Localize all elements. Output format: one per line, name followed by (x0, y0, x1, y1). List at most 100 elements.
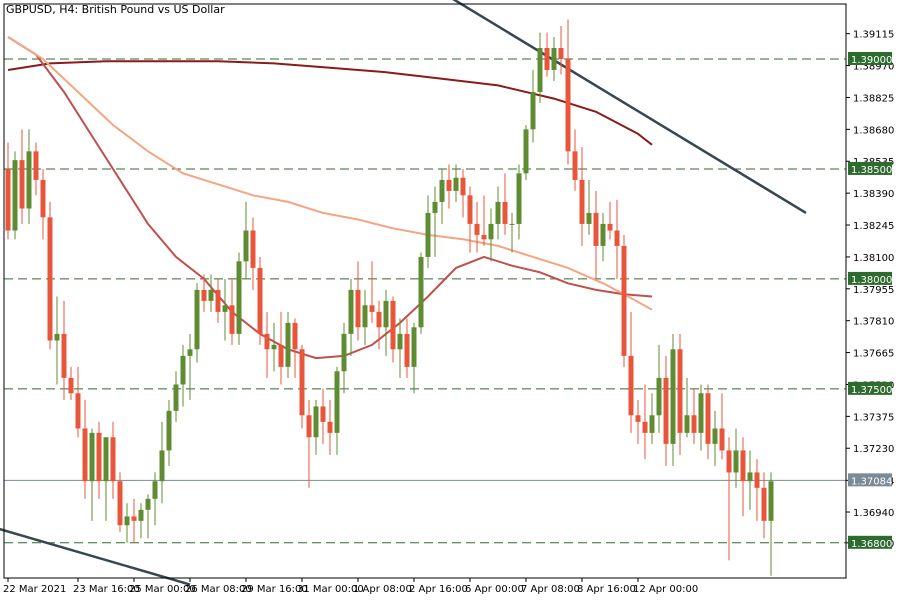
y-tick-label: 1.37810 (853, 317, 894, 328)
y-tick-label: 1.39115 (853, 30, 894, 41)
level-price-label: 1.38000 (851, 275, 892, 286)
candle-body (355, 289, 361, 328)
candle-body (159, 450, 165, 482)
moving-average-line (7, 36, 653, 360)
candle-body (481, 234, 487, 240)
candle-body (607, 223, 613, 231)
current-price-label: 1.37084 (851, 476, 892, 487)
candle-body (47, 217, 53, 341)
candle-body (215, 289, 221, 312)
candle-body (733, 450, 739, 473)
x-tick-label: 23 Mar 16:00 (73, 584, 140, 595)
candle-body (495, 201, 501, 224)
candle-body (96, 432, 102, 482)
candle-body (656, 377, 662, 416)
candle-body (320, 406, 326, 422)
candle-body (677, 349, 683, 433)
candle-body (404, 333, 410, 367)
candle-body (572, 151, 578, 180)
candle-body (5, 168, 11, 231)
y-tick-label: 1.37375 (853, 412, 894, 423)
y-tick-label: 1.38680 (853, 125, 894, 136)
candle-body (635, 415, 641, 422)
candle-body (747, 472, 753, 482)
candle-body (299, 349, 305, 416)
y-tick-label: 1.37230 (853, 444, 894, 455)
x-tick-label: 7 Apr 08:00 (521, 584, 580, 595)
level-price-label-box (848, 381, 892, 395)
candle-body (383, 300, 389, 328)
candle-body (488, 223, 494, 240)
candle-body (68, 377, 74, 394)
level-price-label-box (848, 535, 892, 549)
candle-body (418, 256, 424, 328)
candle-body (474, 223, 480, 235)
candle-body (600, 223, 606, 246)
candle-body (145, 498, 151, 510)
candle-body (61, 333, 67, 378)
y-tick-label: 1.38245 (853, 221, 894, 232)
y-tick-label: 1.37665 (853, 349, 894, 360)
candle-body (222, 305, 228, 312)
candle-body (131, 516, 137, 521)
x-tick-label: 8 Apr 16:00 (577, 584, 636, 595)
y-tick-label: 1.38390 (853, 189, 894, 200)
candle-body (453, 177, 459, 191)
candle-body (173, 384, 179, 411)
level-price-label: 1.36800 (851, 539, 892, 550)
plot-frame (3, 3, 847, 579)
candle-body (369, 305, 375, 312)
candle-body (663, 377, 669, 444)
candle-body (579, 179, 585, 224)
candle-body (411, 327, 417, 367)
candle-body (621, 245, 627, 356)
candle-body (467, 195, 473, 224)
candle-body (180, 355, 186, 385)
candle-body (54, 333, 60, 341)
candle-body (586, 212, 592, 224)
candle-body (761, 487, 767, 521)
candle-body (257, 267, 263, 334)
candle-body (684, 415, 690, 433)
candle-body (390, 300, 396, 350)
candle-body (187, 349, 193, 356)
x-tick-label: 2 Apr 16:00 (409, 584, 468, 595)
candle-body (362, 305, 368, 328)
candle-body (642, 421, 648, 433)
candle-body (264, 333, 270, 350)
candle-body (229, 305, 235, 334)
level-price-label: 1.37500 (851, 385, 892, 396)
y-tick-label: 1.38100 (853, 253, 894, 264)
candle-body (292, 322, 298, 350)
candle-body (509, 223, 515, 225)
candle-body (243, 230, 249, 262)
level-price-label: 1.39000 (851, 55, 892, 66)
candle-body (705, 393, 711, 444)
candle-body (250, 230, 256, 268)
candle-body (278, 344, 284, 367)
x-tick-label: 25 Mar 00:00 (129, 584, 196, 595)
candle-body (516, 173, 522, 224)
candle-body (523, 129, 529, 174)
moving-average-line (7, 36, 653, 311)
candle-body (152, 481, 158, 499)
candle-body (446, 179, 452, 191)
candle-body (502, 201, 508, 224)
y-tick-label: 1.36940 (853, 508, 894, 519)
candle-body (285, 322, 291, 367)
trendline (0, 527, 191, 586)
candle-body (558, 47, 564, 59)
candle-body (40, 179, 46, 218)
candle-body (89, 432, 95, 482)
candle-body (670, 349, 676, 444)
candle-body (530, 91, 536, 130)
candle-body (33, 151, 39, 180)
level-price-label-box (848, 161, 892, 175)
candle-body (327, 421, 333, 433)
x-tick-label: 29 Mar 16:00 (241, 584, 308, 595)
y-tick-label: 1.37955 (853, 285, 894, 296)
candle-body (628, 355, 634, 416)
candle-body (271, 344, 277, 350)
